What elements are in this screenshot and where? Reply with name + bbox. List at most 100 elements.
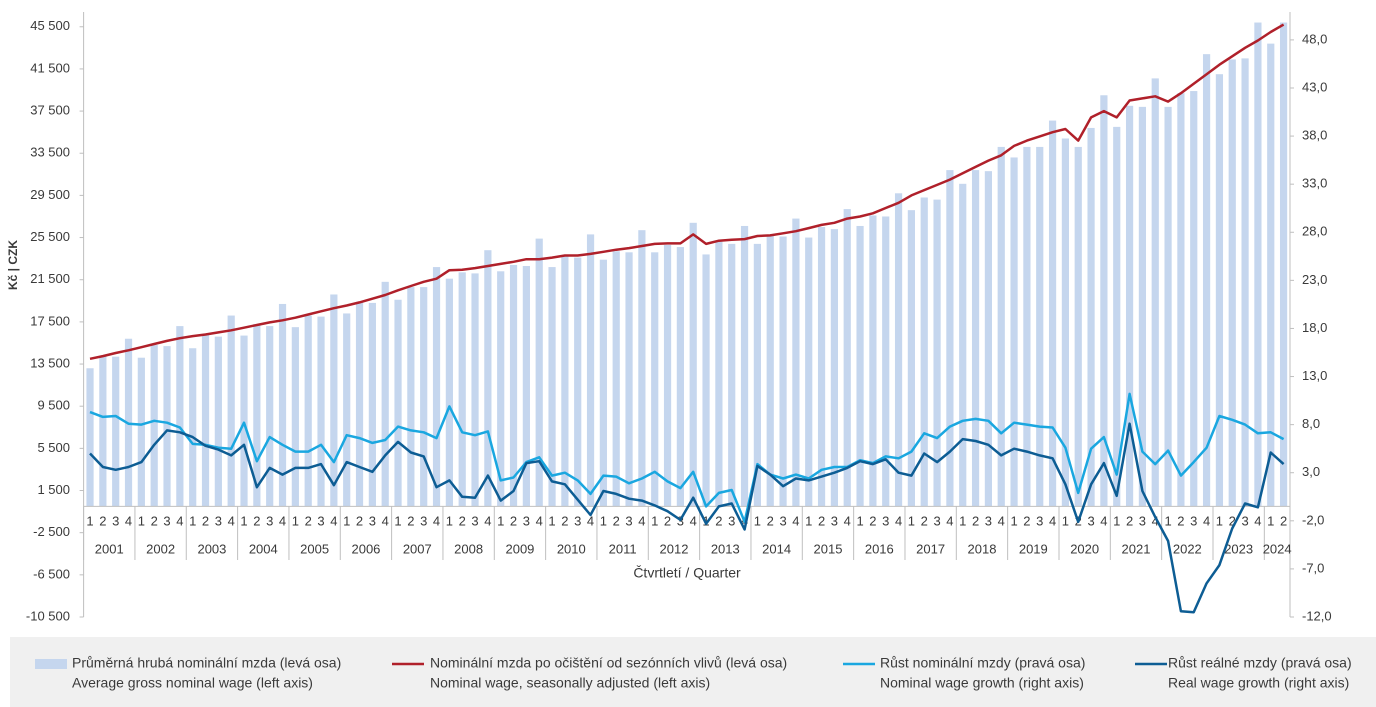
line-series [89,392,1285,524]
x-tick-label: 4 [946,513,953,528]
x-tick-label: 4 [1100,513,1107,528]
x-tick-label: 4 [587,513,594,528]
x-group-label: 2023 [1224,541,1253,556]
legend-label-en: Nominal wage growth (right axis) [880,675,1084,691]
bar [766,235,774,507]
x-tick-label: 1 [754,513,761,528]
bar [317,316,325,507]
bar [920,197,928,507]
bar [1151,78,1159,507]
bar [779,236,787,507]
bar [291,327,299,507]
line-series [89,422,1285,614]
bar [882,216,890,507]
bar [1074,146,1082,507]
x-tick-label: 2 [972,513,979,528]
bar [740,225,749,507]
y-tick-label: 25 500 [30,229,70,244]
bar [625,252,633,507]
legend-label: Nominální mzda po očištění od sezónních … [430,655,787,671]
x-tick-label: 2 [202,513,209,528]
bar [201,334,210,507]
x-group-label: 2010 [557,541,586,556]
line-series [89,23,1285,361]
x-tick-label: 3 [574,513,581,528]
x-tick-label: 3 [728,513,735,528]
x-tick-label: 3 [831,513,838,528]
x-tick-label: 2 [1177,513,1184,528]
x-group-label: 2024 [1263,541,1292,556]
legend-label: Průměrná hrubá nominální mzda (levá osa) [72,655,341,671]
x-tick-label: 4 [484,513,491,528]
bar [728,243,736,507]
x-tick-label: 3 [420,513,427,528]
bar [484,250,492,507]
bar [394,299,402,507]
y-tick-label: 5 500 [37,440,70,455]
x-group-label: 2021 [1122,541,1151,556]
x-group-label: 2012 [660,541,689,556]
x-tick-label: 1 [1164,513,1171,528]
x-tick-label: 2 [613,513,620,528]
legend-background [10,637,1376,707]
bar [702,254,710,507]
y2-tick-label: 13,0 [1302,368,1327,383]
x-tick-label: 2 [715,513,722,528]
x-tick-label: 1 [292,513,299,528]
bar [574,257,582,507]
x-group-label: 2002 [146,541,175,556]
bar [1023,146,1031,507]
bar [227,315,235,507]
bar [805,237,813,507]
x-tick-label: 1 [1216,513,1223,528]
x-tick-label: 3 [985,513,992,528]
x-group-label: 2020 [1070,541,1099,556]
bar [1202,54,1211,507]
bar [753,243,761,507]
y-tick-label: 41 500 [30,60,70,75]
x-tick-label: 2 [151,513,158,528]
x-tick-label: 4 [1203,513,1210,528]
bar [894,193,903,507]
y-tick-label: -2 500 [33,524,70,539]
x-tick-label: 4 [1254,513,1261,528]
bar [946,170,954,507]
y2-tick-label: -2,0 [1302,512,1324,527]
y2-tick-label: 48,0 [1302,31,1327,46]
bar [1164,106,1172,507]
bar [304,315,312,507]
x-tick-label: 4 [792,513,799,528]
y-tick-label: 29 500 [30,187,70,202]
bar [1228,59,1236,507]
x-axis-label: Čtvrtletí / Quarter [633,565,741,581]
x-tick-label: 3 [523,513,530,528]
x-tick-label: 1 [343,513,350,528]
x-tick-label: 4 [844,513,851,528]
bar [548,267,556,507]
x-tick-label: 3 [369,513,376,528]
x-tick-label: 4 [536,513,543,528]
y-tick-label: 13 500 [30,355,70,370]
x-group-label: 2018 [968,541,997,556]
bar [638,230,646,507]
bar [509,264,518,507]
bar [676,247,684,507]
x-group-label: 2011 [609,541,637,556]
bar [1010,157,1018,507]
y2-tick-label: -12,0 [1302,608,1332,623]
x-tick-label: 4 [125,513,132,528]
x-tick-label: 3 [317,513,324,528]
y2-tick-label: 28,0 [1302,224,1327,239]
x-tick-label: 1 [138,513,145,528]
bar [856,225,864,507]
y2-tick-label: 23,0 [1302,272,1327,287]
bar [368,302,376,507]
bar [997,146,1005,507]
bar [689,222,697,507]
x-tick-label: 4 [330,513,337,528]
x-tick-label: 1 [1010,513,1017,528]
bar [86,368,94,507]
bar [1254,22,1262,507]
x-tick-label: 4 [176,513,183,528]
x-tick-label: 1 [548,513,555,528]
